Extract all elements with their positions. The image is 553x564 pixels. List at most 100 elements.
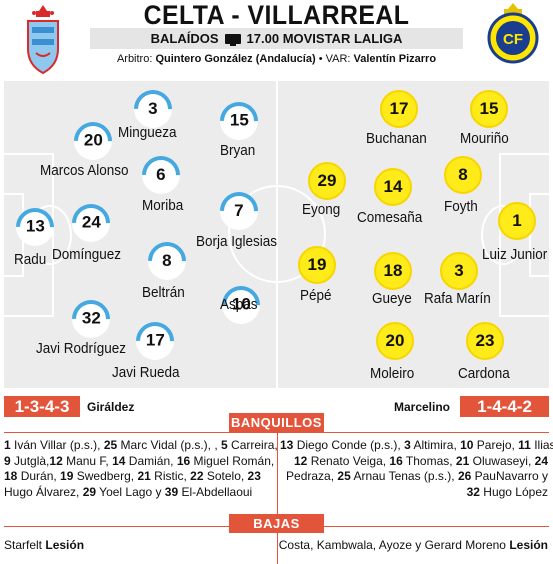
- player-number-badge: 29: [308, 162, 346, 200]
- player-number: 23: [475, 331, 495, 350]
- bench-player: Manu F,: [62, 453, 113, 468]
- away-coach: Marcelino: [393, 400, 450, 414]
- bench-line: Hugo Álvarez, 29 Yoel Lago y 39 El-Abdel…: [4, 485, 274, 501]
- player-name: Moleiro: [370, 365, 415, 382]
- player-number-badge: 17: [380, 90, 418, 128]
- player-number: 29: [317, 171, 337, 190]
- bench-player: PauNavarro y: [471, 469, 548, 483]
- bench-player: Thomas,: [402, 453, 456, 468]
- referee-label: Arbitro:: [116, 53, 153, 65]
- away-absences-reason: Lesión: [509, 538, 548, 552]
- bench-number: 12: [294, 453, 308, 468]
- bench-player: Arnau Tenas (p.s.),: [350, 469, 458, 483]
- bench-player: El-Abdellaoui: [178, 484, 253, 499]
- bench-player: Miguel Román,: [190, 453, 275, 468]
- player-number: 6: [156, 165, 166, 184]
- home-bench: 1 Iván Villar (p.s.), 25 Marc Vidal (p.s…: [4, 438, 278, 501]
- player-name: Javi Rueda: [112, 364, 180, 381]
- bench-player: Sotelo,: [203, 469, 248, 483]
- player-number-badge: 8: [444, 156, 482, 194]
- bench-player: Pedraza,: [286, 469, 338, 483]
- bench-player: Yoel Lago y: [96, 484, 165, 499]
- player-number: 15: [479, 99, 499, 118]
- player-name: Rafa Marín: [424, 290, 491, 307]
- home-absences-reason: Lesión: [45, 538, 85, 552]
- bench-number: 23: [247, 469, 261, 483]
- bench-number: 9: [4, 453, 11, 468]
- officials-line: Arbitro: Quintero González (Andalucía) •…: [0, 53, 553, 69]
- player-number: 17: [145, 331, 165, 351]
- bench-player: Carreira,: [227, 438, 278, 452]
- var-name: Valentín Pizarro: [353, 53, 437, 65]
- bench-line: 18 Durán, 19 Swedberg, 21 Ristic, 22 Sot…: [4, 469, 274, 485]
- bench-line: 12 Renato Veiga, 16 Thomas, 21 Oluwaseyi…: [280, 454, 548, 470]
- home-coach: Giráldez: [87, 400, 135, 414]
- bench-number: 24: [534, 453, 548, 468]
- player-number: 1: [512, 211, 522, 230]
- player-name: Comesaña: [357, 209, 423, 226]
- bench-player: Jutglà,: [10, 453, 50, 468]
- bench-player: Damián,: [125, 453, 177, 468]
- player-number-badge: 19: [298, 246, 336, 284]
- bench-line: 32 Hugo López: [280, 485, 548, 501]
- player-number-badge: 1: [498, 202, 536, 240]
- player-number-badge: 15: [470, 90, 508, 128]
- bench-number: 25: [103, 438, 118, 452]
- bench-player: Durán,: [17, 469, 61, 483]
- player-number: 8: [162, 251, 172, 270]
- player-number: 20: [385, 331, 405, 350]
- bench-line: Pedraza, 25 Arnau Tenas (p.s.), 26 PauNa…: [280, 469, 548, 485]
- bench-line: 1 Iván Villar (p.s.), 25 Marc Vidal (p.s…: [4, 438, 278, 454]
- player-number: 3: [454, 261, 464, 280]
- player-number-badge: 3: [440, 252, 478, 290]
- player-name: Radu: [14, 251, 47, 268]
- referee-region: (Andalucía): [255, 53, 316, 65]
- broadcast: 17.00 MOVISTAR LALIGA: [246, 31, 403, 46]
- match-title: CELTA - VILLARREAL: [143, 0, 410, 30]
- player-number: 32: [81, 309, 101, 329]
- bench-number: 18: [4, 469, 18, 483]
- player-number: 24: [81, 213, 101, 233]
- away-absences-names: Costa, Kambwala, Ayoze y Gerard Moreno: [278, 538, 506, 552]
- away-formation: 1-4-4-2: [460, 396, 549, 417]
- bench-player: Hugo Álvarez,: [4, 484, 83, 499]
- home-penalty-arc: [28, 205, 72, 265]
- player-number: 18: [383, 261, 403, 280]
- player-name: Pépé: [300, 287, 332, 304]
- player-name: Moriba: [142, 197, 184, 214]
- player-name: Buchanan: [366, 130, 427, 147]
- player-name: Marcos Alonso: [40, 162, 129, 179]
- player-number: 3: [148, 99, 158, 118]
- bench-player: Ilias,: [534, 438, 553, 452]
- absences-title: BAJAS: [229, 514, 324, 533]
- bench-number: 16: [389, 453, 403, 468]
- bench-number: 16: [176, 453, 191, 468]
- player-name: Mingueza: [118, 124, 177, 141]
- bench-number: 10: [460, 438, 474, 452]
- player-name: Gueye: [372, 290, 412, 307]
- bench-number: 12: [49, 453, 63, 468]
- bench-number: 21: [455, 453, 470, 468]
- bench-player: Ristic,: [150, 469, 191, 483]
- bench-number: 5: [221, 438, 228, 452]
- player-number: 20: [83, 131, 103, 151]
- villarreal-crest-icon: CF: [487, 3, 539, 64]
- away-bench: 13 Diego Conde (p.s.), 3 Altimira, 10 Pa…: [280, 438, 553, 501]
- bench-line: 9 Jutglà,12 Manu F, 14 Damián, 16 Miguel…: [4, 454, 274, 470]
- player-name: Bryan: [220, 142, 256, 159]
- bench-rule: [4, 432, 549, 433]
- player-name: Aspas: [220, 296, 258, 313]
- player-number: 7: [234, 201, 244, 220]
- away-penalty-arc: [481, 205, 525, 265]
- svg-text:CF: CF: [503, 31, 523, 48]
- player-number-badge: 23: [466, 322, 504, 360]
- var-label: • VAR:: [318, 53, 351, 65]
- player-name: Borja Iglesias: [196, 233, 278, 250]
- celta-crest-icon: [27, 5, 59, 75]
- bench-number: 26: [457, 469, 472, 483]
- player-number-badge: 18: [374, 252, 412, 290]
- home-absences: Starfelt Lesión: [4, 538, 84, 552]
- player-name: Cardona: [458, 365, 510, 382]
- bench-player: Swedberg,: [73, 469, 138, 483]
